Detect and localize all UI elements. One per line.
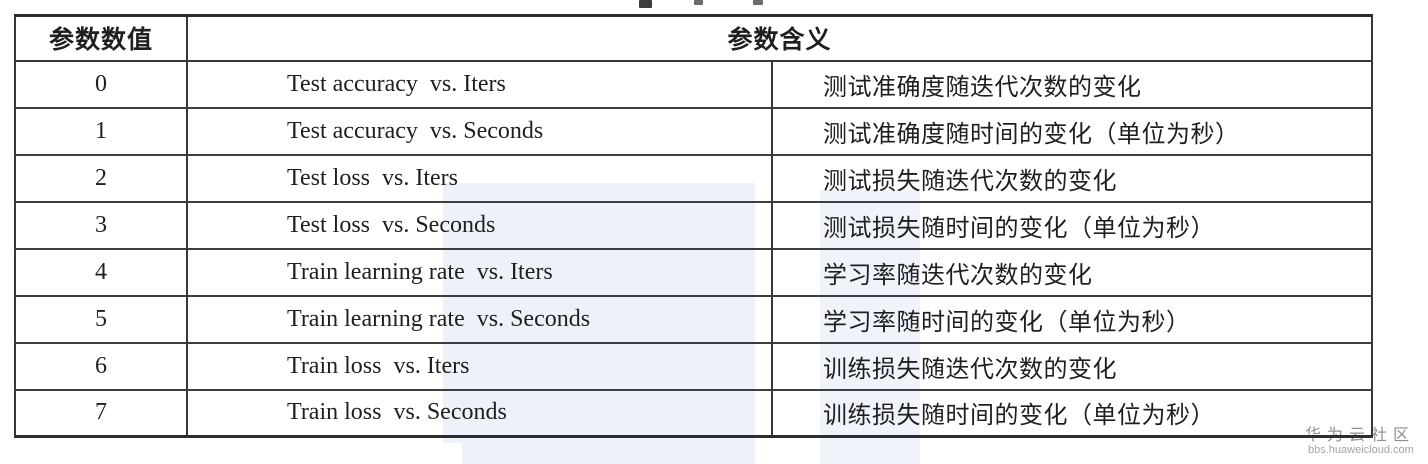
cell-value: 2 bbox=[15, 153, 188, 202]
cell-chinese: 学习率随时间的变化（单位为秒） bbox=[772, 294, 1373, 343]
cell-value: 1 bbox=[15, 106, 188, 155]
cell-english: Test accuracy vs. Seconds bbox=[187, 106, 773, 155]
cell-value: 0 bbox=[15, 59, 188, 108]
cell-chinese: 训练损失随迭代次数的变化 bbox=[772, 341, 1373, 390]
cell-chinese: 测试准确度随迭代次数的变化 bbox=[772, 59, 1373, 108]
watermark-shape bbox=[462, 443, 755, 464]
watermark-shape bbox=[820, 443, 920, 464]
table-row: 5 Train learning rate vs. Seconds 学习率随时间… bbox=[15, 294, 1373, 343]
cell-english: Train loss vs. Seconds bbox=[187, 388, 773, 437]
table-row: 1 Test accuracy vs. Seconds 测试准确度随时间的变化（… bbox=[15, 106, 1373, 155]
cell-chinese: 测试损失随时间的变化（单位为秒） bbox=[772, 200, 1373, 249]
table-body: 0 Test accuracy vs. Iters 测试准确度随迭代次数的变化 … bbox=[15, 59, 1373, 437]
cell-chinese: 训练损失随时间的变化（单位为秒） bbox=[772, 388, 1373, 437]
cell-chinese: 测试准确度随时间的变化（单位为秒） bbox=[772, 106, 1373, 155]
cropped-title-fragment bbox=[753, 0, 763, 5]
table-row: 4 Train learning rate vs. Iters 学习率随迭代次数… bbox=[15, 247, 1373, 296]
table-row: 2 Test loss vs. Iters 测试损失随迭代次数的变化 bbox=[15, 153, 1373, 202]
cell-english: Train learning rate vs. Seconds bbox=[187, 294, 773, 343]
table-row: 0 Test accuracy vs. Iters 测试准确度随迭代次数的变化 bbox=[15, 59, 1373, 108]
cell-value: 3 bbox=[15, 200, 188, 249]
cell-english: Test loss vs. Iters bbox=[187, 153, 773, 202]
huaweicloud-url-watermark: bbs.huaweicloud.com bbox=[1308, 444, 1414, 456]
cropped-title-fragment bbox=[694, 0, 703, 5]
cell-value: 4 bbox=[15, 247, 188, 296]
header-cell-parameter-meaning: 参数含义 bbox=[187, 15, 1373, 62]
parameters-table: 参数数值 参数含义 0 Test accuracy vs. Iters 测试准确… bbox=[14, 14, 1374, 438]
cell-value: 6 bbox=[15, 341, 188, 390]
cell-chinese: 测试损失随迭代次数的变化 bbox=[772, 153, 1373, 202]
table-header-row: 参数数值 参数含义 bbox=[15, 15, 1373, 62]
table-row: 7 Train loss vs. Seconds 训练损失随时间的变化（单位为秒… bbox=[15, 388, 1373, 437]
cell-value: 5 bbox=[15, 294, 188, 343]
cell-english: Train learning rate vs. Iters bbox=[187, 247, 773, 296]
cell-value: 7 bbox=[15, 388, 188, 437]
cell-chinese: 学习率随迭代次数的变化 bbox=[772, 247, 1373, 296]
cell-english: Train loss vs. Iters bbox=[187, 341, 773, 390]
cropped-title-fragment bbox=[639, 0, 652, 8]
table-row: 3 Test loss vs. Seconds 测试损失随时间的变化（单位为秒） bbox=[15, 200, 1373, 249]
cell-english: Test accuracy vs. Iters bbox=[187, 59, 773, 108]
header-cell-parameter-value: 参数数值 bbox=[15, 15, 188, 62]
table-row: 6 Train loss vs. Iters 训练损失随迭代次数的变化 bbox=[15, 341, 1373, 390]
cell-english: Test loss vs. Seconds bbox=[187, 200, 773, 249]
